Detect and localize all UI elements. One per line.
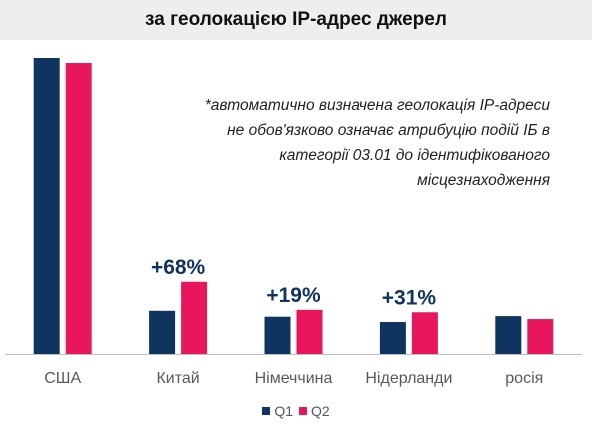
change-annotation-cat-1: +68% bbox=[151, 256, 206, 279]
x-tick-label-cat-3: Нідерланди bbox=[365, 370, 452, 387]
bar-q2-cat-1 bbox=[181, 281, 208, 354]
legend-label-q1: Q1 bbox=[274, 403, 294, 419]
bar-q2-cat-0 bbox=[65, 63, 92, 354]
chart-title: за геолокацією IP-адрес джерел bbox=[145, 9, 447, 30]
legend-swatch-q1 bbox=[262, 407, 271, 415]
legend-item-q2: Q2 bbox=[298, 403, 330, 419]
bar-q1-cat-4 bbox=[495, 316, 522, 354]
bar-q2-cat-2 bbox=[296, 309, 323, 354]
change-annotation-cat-3: +31% bbox=[382, 286, 437, 309]
note-line-3: категорії 03.01 до ідентифікованого bbox=[279, 147, 550, 164]
bar-q1-cat-2 bbox=[264, 316, 291, 354]
note-line-4: місцезнаходження bbox=[417, 172, 550, 189]
legend-item-q1: Q1 bbox=[262, 403, 293, 419]
geolocation-note: *автоматично визначена геолокація IP-адр… bbox=[150, 93, 550, 193]
note-line-1: *автоматично визначена геолокація IP-адр… bbox=[204, 97, 550, 114]
title-bar bbox=[0, 0, 592, 40]
x-tick-label-cat-4: росія bbox=[505, 370, 543, 387]
x-tick-label-cat-2: Німеччина bbox=[255, 370, 333, 387]
change-annotation-cat-2: +19% bbox=[266, 284, 321, 307]
bar-q2-cat-3 bbox=[411, 312, 438, 354]
legend-label-q2: Q2 bbox=[310, 403, 330, 419]
x-tick-label-cat-1: Китай bbox=[156, 370, 199, 387]
legend: Q1 Q2 bbox=[0, 402, 592, 419]
note-line-2: не обов'язково означає атрибуцію подій І… bbox=[227, 122, 550, 139]
bar-q2-cat-4 bbox=[527, 319, 554, 354]
bar-q1-cat-0 bbox=[33, 58, 60, 354]
legend-swatch-q2 bbox=[298, 407, 307, 415]
x-tick-label-cat-0: США bbox=[44, 370, 81, 387]
bar-q1-cat-1 bbox=[149, 310, 176, 354]
bar-q1-cat-3 bbox=[379, 322, 406, 354]
